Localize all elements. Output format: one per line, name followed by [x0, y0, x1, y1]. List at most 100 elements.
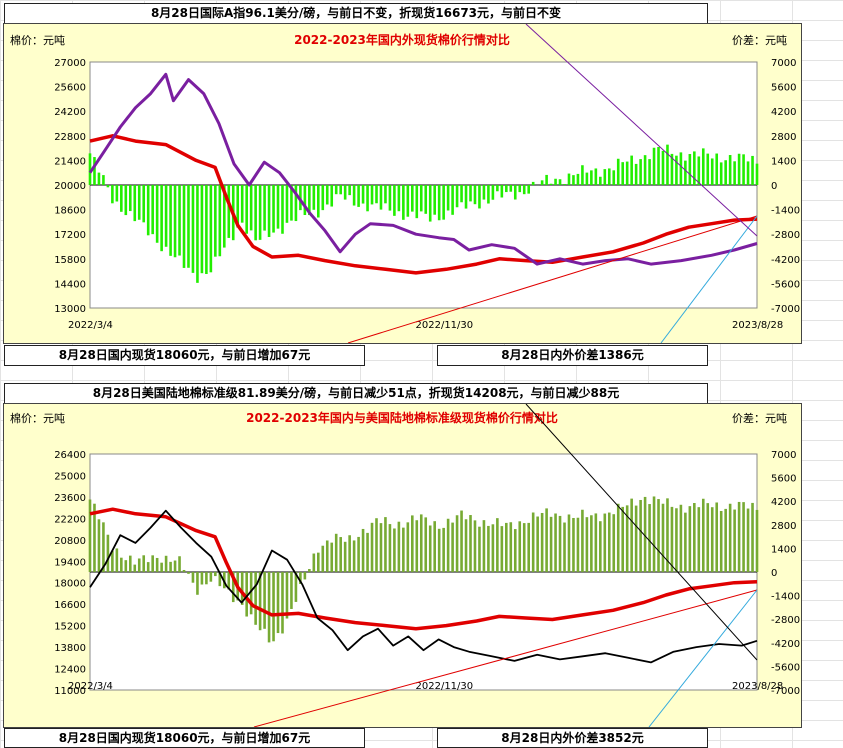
chart2-yright-tick: -7000 — [771, 686, 800, 697]
chart2-diff-bar — [648, 504, 651, 572]
chart2-diff-bar — [124, 560, 128, 572]
chart2-diff-bar — [599, 521, 602, 572]
chart2-yright-tick: 0 — [771, 568, 777, 579]
chart1-diff-bar — [155, 185, 159, 243]
chart1-diff-bar — [343, 185, 347, 200]
chart2-diff-bar — [728, 503, 732, 572]
chart1-diff-bar — [93, 157, 96, 185]
chart2-yleft-tick: 22200 — [54, 514, 86, 525]
chart1-diff-bar — [639, 159, 642, 185]
chart1-yright-tick: -2800 — [771, 230, 800, 241]
chart2-diff-bar — [357, 536, 360, 572]
chart2-ylabel-right: 价差：元吨 — [732, 411, 787, 425]
chart1-diff-bar — [451, 185, 454, 215]
chart2-diff-bar — [415, 520, 419, 572]
chart2-title: 2022-2023年国内与美国陆地棉标准级现货棉价行情对比 — [246, 410, 558, 425]
chart1-diff-bar — [411, 185, 414, 212]
chart1-yleft-tick: 22800 — [54, 132, 86, 143]
chart1-diff-bar — [137, 185, 141, 220]
chart2-diff-bar — [97, 519, 101, 572]
chart2-diff-bar — [339, 537, 342, 572]
chart1-diff-bar — [334, 185, 338, 195]
chart2-diff-bar — [428, 525, 432, 572]
chart1-diff-bar — [625, 161, 629, 185]
chart1-diff-bar — [666, 144, 669, 185]
chart2-diff-bar — [137, 558, 141, 572]
chart2-diff-bar — [751, 502, 754, 572]
chart1-diff-bar — [424, 185, 428, 214]
chart2-yright-tick: 4200 — [771, 497, 796, 508]
chart1-diff-bar — [263, 185, 266, 231]
chart1-diff-bar — [397, 185, 401, 212]
chart2-diff-bar — [299, 572, 302, 584]
chart2-diff-bar — [684, 512, 687, 572]
chart1-diff-bar — [339, 185, 342, 195]
chart1-diff-bar — [527, 185, 530, 194]
chart2-yright-tick: 5600 — [771, 474, 796, 485]
chart1-diff-bar — [227, 185, 231, 238]
chart1-diff-bar — [751, 155, 754, 185]
chart2-diff-bar — [317, 552, 320, 572]
chart2-diff-bar — [742, 502, 745, 572]
chart1-yleft-tick: 14400 — [54, 279, 86, 290]
chart2-trend-line — [253, 589, 758, 728]
chart1-footer-left: 8月28日国内现货18060元，与前日增加67元 — [4, 345, 365, 366]
chart1-diff-bar — [111, 185, 114, 204]
chart2-diff-bar — [612, 514, 616, 572]
chart2-diff-bar — [361, 528, 365, 572]
chart2-diff-bar — [437, 528, 441, 572]
chart1-diff-bar — [603, 169, 607, 185]
chart1-diff-bar — [187, 185, 190, 268]
chart2-x-tick: 2022/3/4 — [68, 681, 113, 692]
chart1-panel: 2022-2023年国内外现货棉价行情对比 棉价：元吨 价差：元吨 27000 2560… — [3, 23, 802, 344]
chart1-diff-bar — [218, 185, 222, 257]
chart1-diff-bar — [267, 185, 271, 237]
chart2-diff-bar — [469, 515, 472, 572]
chart2-diff-bar — [500, 526, 504, 572]
chart1-diff-bar — [446, 185, 450, 211]
chart1-svg: 2022-2023年国内外现货棉价行情对比 棉价：元吨 价差：元吨 27000 2560… — [10, 23, 800, 344]
chart1-x-tick: 2022/3/4 — [68, 320, 113, 331]
chart2-yleft-tick: 19400 — [54, 557, 86, 568]
chart1-diff-bar — [285, 185, 289, 223]
chart1-diff-bar — [379, 185, 383, 210]
chart2-diff-bar — [182, 569, 186, 572]
chart2-diff-bar — [106, 534, 110, 572]
chart2-yleft-tick: 20800 — [54, 536, 86, 547]
chart2-diff-bar — [688, 506, 692, 572]
chart1-diff-bar — [146, 185, 150, 236]
chart2-yleft-tick: 12400 — [54, 665, 86, 676]
chart2-diff-bar — [187, 572, 190, 574]
chart1-diff-bar — [106, 185, 110, 188]
chart2-diff-bar — [93, 503, 96, 572]
chart1-yleft-tick: 24200 — [54, 107, 86, 118]
chart2-diff-bar — [433, 521, 436, 572]
chart1-diff-bar — [643, 155, 647, 185]
chart1-diff-bar — [594, 168, 598, 185]
chart2-diff-bar — [115, 548, 119, 572]
chart2-diff-bar — [567, 514, 571, 572]
chart2-diff-bar — [473, 520, 477, 572]
chart2-diff-bar — [120, 557, 123, 572]
chart1-diff-bar — [563, 184, 566, 185]
chart2-diff-bar — [245, 572, 248, 617]
chart2-diff-bar — [294, 572, 298, 602]
chart1-diff-bar — [120, 185, 123, 212]
chart2-diff-bar — [406, 522, 410, 572]
chart2-diff-bar — [308, 569, 311, 572]
chart2-yright-tick: -2800 — [771, 615, 800, 626]
chart1-diff-bar — [276, 185, 280, 229]
chart1-diff-bar — [500, 185, 504, 198]
chart2-ylabel-left: 棉价：元吨 — [10, 411, 65, 425]
chart2-diff-bar — [527, 522, 530, 572]
chart2-diff-bar — [290, 572, 293, 609]
chart2-diff-bar — [675, 508, 678, 572]
chart2-diff-bar — [173, 560, 177, 572]
chart1-diff-bars — [88, 144, 759, 283]
chart1-diff-bar — [460, 185, 463, 203]
chart2-yleft-tick: 18000 — [54, 579, 86, 590]
chart1-diff-bar — [634, 163, 638, 185]
chart2-diff-bar — [218, 572, 222, 587]
chart1-diff-bar — [437, 185, 441, 221]
chart1-series-line-2 — [88, 72, 758, 266]
